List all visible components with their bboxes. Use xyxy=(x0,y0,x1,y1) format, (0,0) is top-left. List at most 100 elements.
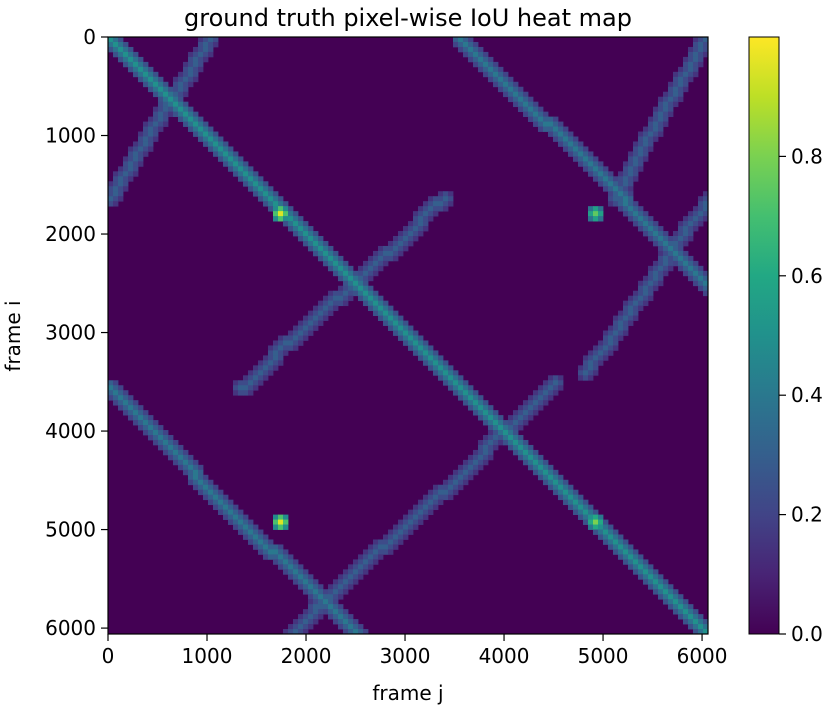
heatmap-cell xyxy=(443,380,449,386)
heatmap-cell xyxy=(623,325,629,331)
heatmap-cell xyxy=(553,131,559,137)
heatmap-cell xyxy=(678,255,684,262)
heatmap-cell xyxy=(678,221,684,227)
heatmap-cell xyxy=(408,514,414,520)
heatmap-cell xyxy=(178,454,184,461)
heatmap-cell xyxy=(433,201,439,207)
heatmap-cell xyxy=(348,579,354,585)
heatmap-cell xyxy=(258,191,264,197)
heatmap-cell xyxy=(473,51,479,58)
heatmap-cell xyxy=(428,206,434,212)
heatmap-cell xyxy=(418,231,424,237)
heatmap-cell xyxy=(428,489,434,496)
heatmap-cell xyxy=(288,226,294,232)
heatmap-cell xyxy=(123,405,129,411)
heatmap-cell xyxy=(258,549,264,555)
heatmap-cell xyxy=(413,340,419,346)
heatmap-cell xyxy=(388,240,394,247)
heatmap-cell xyxy=(318,584,324,590)
heatmap-cell xyxy=(373,305,379,312)
heatmap-cell xyxy=(623,161,629,167)
heatmap-cell xyxy=(623,211,629,217)
heatmap-cell xyxy=(468,37,474,43)
heatmap-cell xyxy=(423,226,429,232)
heatmap-cell xyxy=(658,270,664,277)
heatmap-cell xyxy=(433,484,439,491)
heatmap-cell xyxy=(228,161,234,167)
heatmap-cell xyxy=(628,305,634,312)
heatmap-cell xyxy=(293,221,299,227)
heatmap-cell xyxy=(643,141,649,147)
heatmap-cell xyxy=(333,599,339,605)
heatmap-cell xyxy=(513,439,519,446)
heatmap-cell xyxy=(453,385,459,391)
heatmap-cell xyxy=(308,240,314,247)
heatmap-cell xyxy=(613,534,619,540)
heatmap-cell xyxy=(593,156,599,162)
heatmap-cell xyxy=(318,305,324,312)
heatmap-cell xyxy=(228,509,234,515)
heatmap-cell xyxy=(533,101,539,108)
heatmap-cell xyxy=(383,310,389,317)
heatmap-cell xyxy=(583,375,589,381)
heatmap-cell xyxy=(593,211,599,217)
heatmap-cell xyxy=(648,221,654,227)
heatmap-cell xyxy=(503,86,509,93)
heatmap-cell xyxy=(338,260,344,267)
heatmap-cell xyxy=(213,136,219,142)
heatmap-cell xyxy=(253,380,259,386)
heatmap-cell xyxy=(473,41,479,48)
heatmap-cell xyxy=(693,265,699,272)
heatmap-cell xyxy=(403,320,409,326)
heatmap-cell xyxy=(633,206,639,212)
heatmap-cell xyxy=(348,295,354,302)
heatmap-cell xyxy=(313,305,319,312)
heatmap-cell xyxy=(363,559,369,565)
heatmap-cell xyxy=(288,629,294,635)
heatmap-cell xyxy=(308,624,314,630)
heatmap-cell xyxy=(698,201,704,207)
heatmap-cell xyxy=(693,280,699,287)
heatmap-cell xyxy=(523,439,529,446)
heatmap-cell xyxy=(698,624,704,630)
heatmap-cell xyxy=(313,614,319,620)
heatmap-cell xyxy=(533,464,539,471)
heatmap-cell xyxy=(443,370,449,376)
heatmap-cell xyxy=(553,136,559,142)
heatmap-cell xyxy=(628,161,634,167)
heatmap-cell xyxy=(488,76,494,83)
heatmap-cell xyxy=(503,91,509,98)
heatmap-cell xyxy=(523,91,529,98)
heatmap-cell xyxy=(673,609,679,615)
heatmap-cell xyxy=(113,380,119,386)
heatmap-cell xyxy=(383,315,389,321)
heatmap-cell xyxy=(698,619,704,625)
heatmap-cell xyxy=(503,81,509,88)
heatmap-cell xyxy=(513,101,519,108)
heatmap-cell xyxy=(258,186,264,192)
heatmap-cell xyxy=(128,146,134,152)
heatmap-cell xyxy=(588,355,594,361)
heatmap-cell xyxy=(413,216,419,222)
heatmap-cell xyxy=(128,151,134,157)
heatmap-cell xyxy=(683,599,689,605)
heatmap-cell xyxy=(403,226,409,232)
heatmap-cell xyxy=(378,544,384,550)
heatmap-cell xyxy=(648,146,654,152)
heatmap-cell xyxy=(623,171,629,177)
heatmap-cell xyxy=(698,285,704,292)
heatmap-cell xyxy=(268,350,274,356)
heatmap-cell xyxy=(203,474,209,481)
heatmap-cell xyxy=(218,136,224,142)
heatmap-cell xyxy=(438,499,444,506)
heatmap-cell xyxy=(523,106,529,113)
heatmap-cell xyxy=(343,589,349,595)
heatmap-cell xyxy=(133,141,139,147)
heatmap-cell xyxy=(638,569,644,575)
heatmap-cell xyxy=(283,569,289,575)
heatmap-cell xyxy=(663,240,669,247)
heatmap-cell xyxy=(633,151,639,157)
heatmap-cell xyxy=(398,320,404,326)
heatmap-cell xyxy=(688,216,694,222)
heatmap-cell xyxy=(398,315,404,321)
